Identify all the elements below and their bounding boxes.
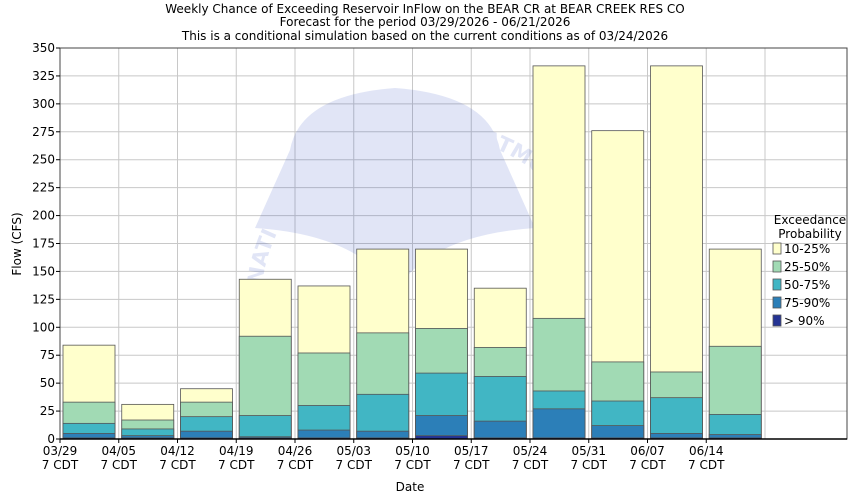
legend-label-5: > 90% <box>784 314 825 328</box>
y-tick-label: 325 <box>32 69 55 83</box>
x-tick-time: 7 CDT <box>218 458 255 472</box>
legend-title-1: Exceedance <box>774 213 846 227</box>
legend-label-4: 75-90% <box>784 296 830 310</box>
x-tick-date: 04/19 <box>219 444 254 458</box>
x-tick-date: 05/31 <box>571 444 606 458</box>
x-tick-time: 7 CDT <box>453 458 490 472</box>
y-tick-label: 350 <box>32 41 55 55</box>
y-tick-label: 200 <box>32 209 55 223</box>
bar-3-11 <box>650 397 703 440</box>
y-tick-label: 100 <box>32 320 55 334</box>
y-tick-label: 125 <box>32 292 55 306</box>
x-tick-time: 7 CDT <box>571 458 608 472</box>
y-tick-label: 300 <box>32 97 55 111</box>
y-tick-label: 225 <box>32 181 55 195</box>
x-tick-time: 7 CDT <box>159 458 196 472</box>
x-tick-date: 05/10 <box>395 444 430 458</box>
x-tick-time: 7 CDT <box>629 458 666 472</box>
x-tick-time: 7 CDT <box>512 458 549 472</box>
x-tick-date: 04/12 <box>160 444 195 458</box>
x-tick-date: 05/03 <box>336 444 371 458</box>
y-tick-label: 175 <box>32 237 55 251</box>
y-tick-label: 250 <box>32 153 55 167</box>
y-tick-label: 0 <box>47 432 55 446</box>
noaa-logo-icon <box>255 88 535 292</box>
x-tick-time: 7 CDT <box>336 458 373 472</box>
title-line-3: This is a conditional simulation based o… <box>181 29 668 43</box>
y-tick-label: 25 <box>40 404 55 418</box>
x-tick-date: 06/14 <box>689 444 724 458</box>
watermark-logo-text: NOAA <box>349 157 490 208</box>
legend-swatch-3 <box>772 278 782 291</box>
legend-label-1: 10-25% <box>784 242 830 256</box>
bar-4-10 <box>591 425 645 440</box>
y-tick-labels: 0 25 50 75 100 125 150 175 200 225 250 275 300 325 350 <box>32 41 60 446</box>
y-tick-label: 275 <box>32 125 55 139</box>
chart-title: Weekly Chance of Exceeding Reservoir InF… <box>165 2 684 43</box>
x-tick-time: 7 CDT <box>277 458 314 472</box>
x-tick-time: 7 CDT <box>394 458 431 472</box>
legend-swatch-1 <box>772 242 782 255</box>
x-tick-date: 05/24 <box>513 444 548 458</box>
legend-swatch-2 <box>772 260 782 273</box>
x-tick-date: 03/29 <box>43 444 78 458</box>
title-line-2: Forecast for the period 03/29/2026 - 06/… <box>280 15 571 29</box>
x-tick-time: 7 CDT <box>688 458 725 472</box>
y-tick-label: 75 <box>40 348 55 362</box>
legend-swatch-5 <box>772 314 782 327</box>
bar-3-4 <box>238 415 292 440</box>
y-tick-label: 150 <box>32 264 55 278</box>
bars <box>62 65 762 440</box>
x-tick-time: 7 CDT <box>101 458 138 472</box>
legend-swatch-4 <box>772 296 782 309</box>
y-axis-label: Flow (CFS) <box>10 212 24 275</box>
x-axis-label: Date <box>396 480 425 494</box>
legend-title-2: Probability <box>778 227 841 241</box>
bar-4-8 <box>473 420 527 440</box>
x-tick-time: 7 CDT <box>42 458 79 472</box>
x-tick-date: 04/26 <box>278 444 313 458</box>
y-tick-label: 50 <box>40 376 55 390</box>
x-tick-date: 06/07 <box>630 444 665 458</box>
bar-4-9 <box>532 408 586 440</box>
x-tick-date: 05/17 <box>454 444 489 458</box>
legend-label-3: 50-75% <box>784 278 830 292</box>
legend-label-2: 25-50% <box>784 260 830 274</box>
title-line-1: Weekly Chance of Exceeding Reservoir InF… <box>165 2 684 16</box>
x-tick-date: 04/05 <box>101 444 136 458</box>
